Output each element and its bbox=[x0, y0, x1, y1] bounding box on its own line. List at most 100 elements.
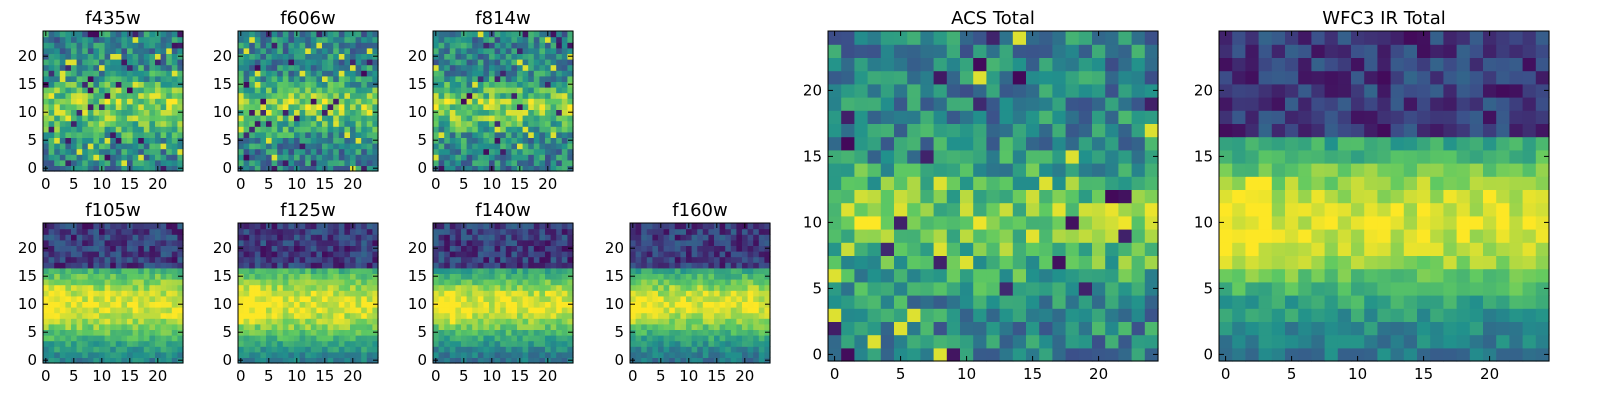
heatmap-cell bbox=[322, 251, 329, 258]
heatmap-cell bbox=[461, 228, 468, 235]
heatmap-cell bbox=[177, 251, 184, 258]
heatmap-cell bbox=[104, 53, 111, 60]
heatmap-cell bbox=[1052, 202, 1067, 217]
heatmap-cell bbox=[155, 75, 162, 82]
heatmap-cell bbox=[143, 239, 150, 246]
heatmap-cell bbox=[76, 301, 83, 308]
heatmap-cell bbox=[545, 109, 552, 116]
heatmap-cell bbox=[177, 42, 184, 49]
heatmap-cell bbox=[449, 126, 456, 133]
heatmap-cell bbox=[539, 295, 546, 302]
heatmap-cell bbox=[472, 31, 479, 38]
heatmap-cell bbox=[299, 323, 306, 330]
heatmap-cell bbox=[528, 59, 535, 66]
heatmap-cell bbox=[758, 267, 765, 274]
heatmap-cell bbox=[344, 307, 351, 314]
heatmap-cell bbox=[110, 234, 117, 241]
heatmap-cell bbox=[438, 295, 445, 302]
heatmap-cell bbox=[138, 223, 145, 230]
heatmap-cell bbox=[500, 75, 507, 82]
heatmap-cell bbox=[556, 295, 563, 302]
heatmap-cell bbox=[115, 103, 122, 110]
heatmap-cell bbox=[567, 126, 574, 133]
heatmap-cell bbox=[238, 239, 245, 246]
heatmap-cell bbox=[99, 267, 106, 274]
heatmap-cell bbox=[725, 245, 732, 252]
heatmap-cell bbox=[545, 312, 552, 319]
heatmap-cell bbox=[567, 143, 574, 150]
heatmap-cell bbox=[104, 154, 111, 161]
heatmap-cell bbox=[455, 262, 462, 269]
heatmap-cell bbox=[260, 340, 267, 347]
heatmap-cell bbox=[867, 255, 882, 270]
y-tick-label: 0 bbox=[222, 159, 232, 177]
heatmap-cell bbox=[71, 92, 78, 99]
heatmap-cell bbox=[243, 81, 250, 88]
heatmap-cell bbox=[433, 126, 440, 133]
heatmap-cell bbox=[973, 242, 987, 256]
heatmap-cell bbox=[483, 126, 490, 133]
heatmap-cell bbox=[433, 143, 440, 150]
heatmap-cell bbox=[132, 318, 139, 325]
heatmap-cell bbox=[438, 131, 445, 138]
heatmap-cell bbox=[76, 228, 83, 235]
heatmap-cell bbox=[742, 335, 749, 342]
heatmap-cell bbox=[841, 163, 855, 177]
heatmap-cell bbox=[438, 143, 445, 150]
heatmap-cell bbox=[82, 148, 89, 155]
heatmap-cell bbox=[93, 87, 100, 94]
heatmap-cell bbox=[93, 335, 100, 342]
heatmap-cell bbox=[160, 109, 167, 116]
heatmap-cell bbox=[505, 148, 512, 155]
heatmap-cell bbox=[528, 234, 535, 241]
heatmap-cell bbox=[489, 340, 496, 347]
heatmap-cell bbox=[338, 115, 345, 122]
heatmap-cell bbox=[350, 239, 357, 246]
heatmap-cell bbox=[350, 262, 357, 269]
heatmap-cell bbox=[166, 42, 173, 49]
heatmap-cell bbox=[43, 234, 50, 241]
heatmap-cell bbox=[567, 340, 574, 347]
heatmap-cell bbox=[472, 301, 479, 308]
heatmap-cell bbox=[686, 335, 693, 342]
heatmap-cell bbox=[177, 143, 184, 150]
heatmap-cell bbox=[461, 59, 468, 66]
y-tick-label: 15 bbox=[213, 267, 232, 285]
heatmap-cell bbox=[455, 290, 462, 297]
heatmap-cell bbox=[494, 228, 501, 235]
heatmap-cell bbox=[646, 301, 653, 308]
heatmap-cell bbox=[483, 245, 490, 252]
heatmap-cell bbox=[545, 87, 552, 94]
heatmap-cell bbox=[76, 251, 83, 258]
heatmap-cell bbox=[630, 279, 637, 286]
heatmap-cell bbox=[828, 295, 842, 309]
heatmap-cell bbox=[880, 176, 895, 190]
heatmap-cell bbox=[736, 323, 743, 330]
heatmap-cell bbox=[294, 251, 301, 258]
heatmap-cell bbox=[177, 59, 184, 66]
heatmap-cell bbox=[338, 323, 345, 330]
heatmap-cell bbox=[110, 290, 117, 297]
heatmap-cell bbox=[171, 70, 178, 77]
heatmap-cell bbox=[132, 340, 139, 347]
heatmap-cell bbox=[828, 229, 842, 243]
heatmap-cell bbox=[511, 312, 518, 319]
heatmap-cell bbox=[305, 312, 312, 319]
heatmap-cell bbox=[160, 290, 167, 297]
heatmap-cell bbox=[556, 256, 563, 263]
heatmap-cell bbox=[71, 234, 78, 241]
heatmap-cell bbox=[561, 318, 568, 325]
heatmap-cell bbox=[282, 284, 289, 291]
heatmap-cell bbox=[160, 36, 167, 43]
heatmap-cell bbox=[366, 357, 373, 364]
heatmap-cell bbox=[1065, 163, 1080, 177]
heatmap-cell bbox=[483, 335, 490, 342]
heatmap-cell bbox=[355, 329, 362, 336]
heatmap-cell bbox=[933, 281, 948, 296]
heatmap-cell bbox=[500, 284, 507, 291]
heatmap-cell bbox=[505, 81, 512, 88]
heatmap-cell bbox=[115, 251, 122, 258]
heatmap-cell bbox=[110, 81, 117, 88]
heatmap-cell bbox=[71, 103, 78, 110]
heatmap-cell bbox=[243, 154, 250, 161]
